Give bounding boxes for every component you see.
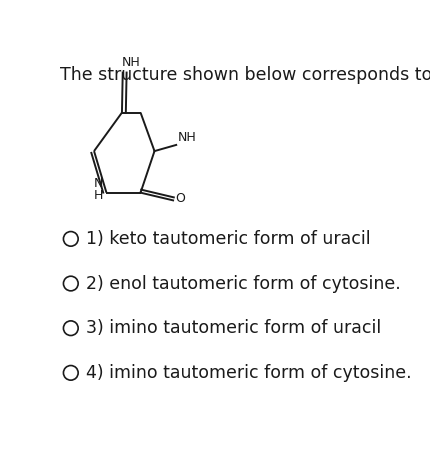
Text: H: H (94, 189, 103, 202)
Text: 3) imino tautomeric form of uracil: 3) imino tautomeric form of uracil (86, 319, 381, 337)
Text: NH: NH (122, 57, 141, 69)
Text: 1) keto tautomeric form of uracil: 1) keto tautomeric form of uracil (86, 230, 371, 248)
Text: 2) enol tautomeric form of cytosine.: 2) enol tautomeric form of cytosine. (86, 275, 401, 292)
Text: The structure shown below corresponds to:: The structure shown below corresponds to… (60, 66, 430, 85)
Text: O: O (175, 192, 185, 205)
Text: NH: NH (178, 131, 197, 144)
Text: 4) imino tautomeric form of cytosine.: 4) imino tautomeric form of cytosine. (86, 364, 412, 382)
Text: N: N (94, 176, 103, 190)
